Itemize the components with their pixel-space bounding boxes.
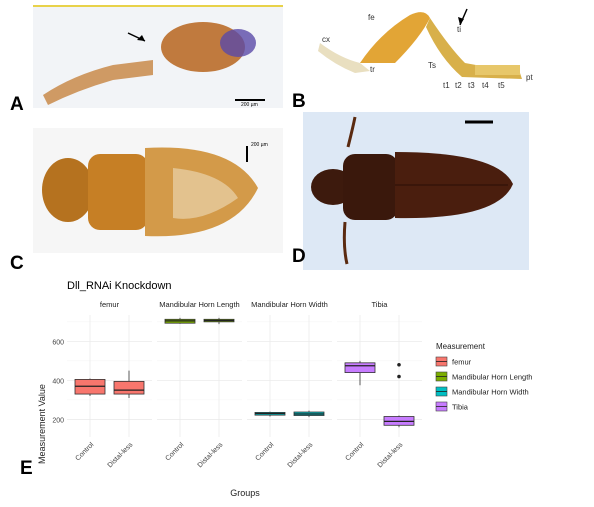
legend-entry: Mandibular Horn Length	[452, 373, 532, 382]
panel-b-leg-drawing	[318, 8, 522, 79]
y-tick-label: 400	[52, 378, 64, 385]
legend-entry: femur	[452, 358, 472, 367]
legend-title: Measurement	[436, 342, 486, 351]
facet-panel	[247, 315, 332, 437]
facet-strip-label: Mandibular Horn Width	[251, 300, 328, 309]
y-tick-label: 200	[52, 417, 64, 424]
facet-strip-label: Tibia	[372, 300, 389, 309]
x-tick-label: Distal-less	[197, 441, 225, 469]
outlier-point	[397, 374, 401, 379]
chart-title: Dll_RNAi Knockdown	[67, 280, 172, 292]
facet-strip-label: Mandibular Horn Length	[159, 300, 239, 309]
panel-b-label: B	[292, 91, 306, 112]
panel-b-label-t3: t3	[468, 81, 475, 90]
legend-entry: Tibia	[452, 403, 469, 412]
box	[113, 380, 145, 395]
panel-c-label: C	[10, 253, 24, 274]
facet-strip-label: femur	[100, 300, 120, 309]
panel-b-label-t2: t2	[455, 81, 462, 90]
panel-b-label-t4: t4	[482, 81, 489, 90]
panel-b-label-t1: t1	[443, 81, 450, 90]
panel-d-beetle-drawing	[311, 116, 513, 265]
x-tick-label: Distal-less	[377, 441, 405, 469]
panel-c-scale-label: 200 µm	[251, 142, 268, 148]
legend-entry: Mandibular Horn Width	[452, 388, 529, 397]
panel-d-image	[303, 112, 529, 270]
panel-b-label-tr: tr	[370, 65, 375, 74]
panel-c-beetle-drawing	[42, 146, 258, 237]
panel-e-label: E	[20, 458, 33, 479]
x-tick-label: Control	[254, 441, 275, 462]
panel-a-image: 200 µm	[33, 5, 283, 108]
panel-b-label-ts: Ts	[428, 61, 436, 70]
outlier-point	[397, 362, 401, 367]
panel-a-scale-label: 200 µm	[241, 102, 258, 108]
panel-b-label-ti: ti	[457, 25, 461, 34]
x-tick-label: Control	[164, 441, 185, 462]
box	[344, 362, 376, 373]
chart-x-axis-label: Groups	[230, 488, 260, 498]
x-tick-label: Distal-less	[107, 441, 135, 469]
panel-b-image: cx fe ti tr Ts t1 t2 t3 t4 t5 pt	[300, 3, 560, 103]
x-tick-label: Control	[344, 441, 365, 462]
panel-b-label-pt: pt	[526, 73, 533, 82]
panel-d-label: D	[292, 246, 306, 267]
panel-a-leg-drawing	[33, 5, 283, 105]
chart-y-axis-label: Measurement Value	[37, 384, 47, 464]
panel-b-label-t5: t5	[498, 81, 505, 90]
facet-panel	[67, 315, 152, 437]
panel-b-label-cx: cx	[322, 35, 330, 44]
panel-c-image: 200 µm	[33, 128, 283, 253]
panel-e-boxplot-chart: Dll_RNAi Knockdown Measurement Value Gro…	[37, 280, 532, 498]
y-tick-label: 600	[52, 339, 64, 346]
panel-a-label: A	[10, 94, 24, 115]
panel-b-label-fe: fe	[368, 13, 375, 22]
facet-panel	[157, 315, 242, 437]
x-tick-label: Distal-less	[287, 441, 315, 469]
x-tick-label: Control	[74, 441, 95, 462]
